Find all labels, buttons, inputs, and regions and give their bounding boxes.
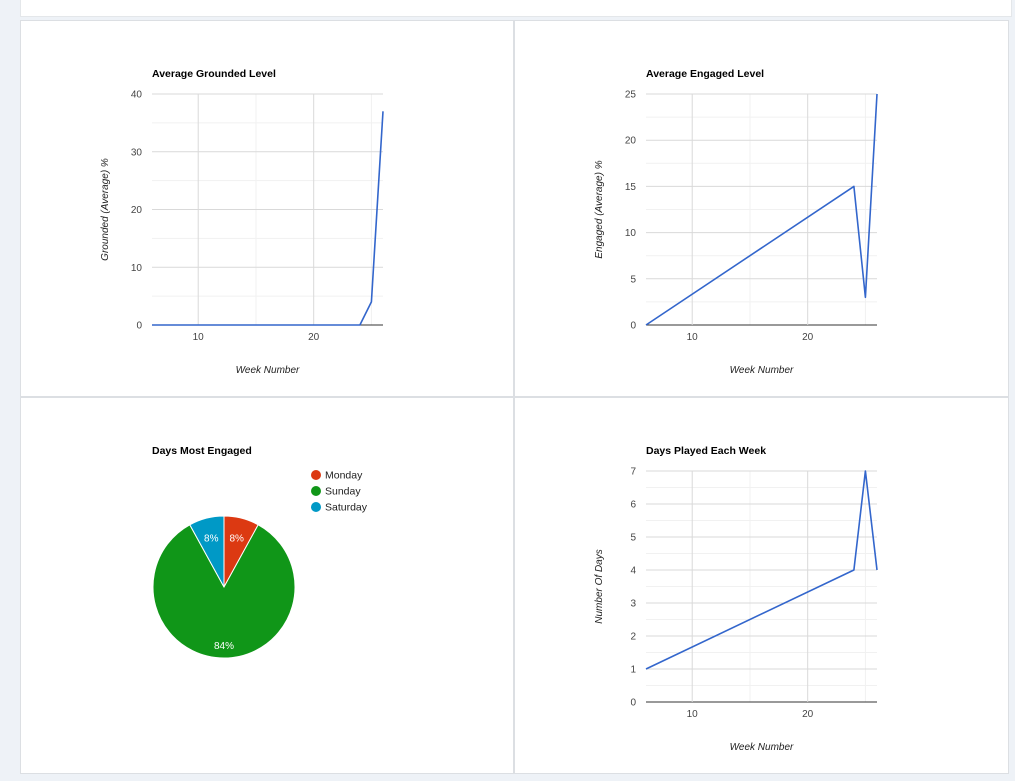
series-line	[152, 111, 384, 326]
panel-engaged: Average Engaged Level 0 5 10 15 20 25 10 20 Week …	[514, 20, 1009, 397]
days-played-line-chart: Days Played Each Week 0 1 2 3 4 5 6 7 10 20 Week Nu…	[594, 445, 878, 753]
x-tick-label: 20	[308, 332, 320, 343]
legend-marker-sunday	[311, 486, 321, 496]
y-tick-label: 10	[625, 228, 637, 239]
y-axis-title: Grounded (Average) %	[100, 158, 111, 261]
y-tick-label: 5	[630, 274, 636, 285]
y-axis-title: Number Of Days	[594, 549, 605, 623]
y-tick-label: 20	[131, 205, 143, 216]
legend-label-monday: Monday	[325, 470, 363, 482]
x-axis-title: Week Number	[236, 365, 300, 376]
x-axis-title: Week Number	[730, 365, 794, 376]
slice-label-saturday: 8%	[204, 533, 219, 544]
legend-marker-monday	[311, 470, 321, 480]
engaged-line-chart: Average Engaged Level 0 5 10 15 20 25 10 20 Week …	[594, 68, 878, 376]
y-tick-label: 5	[630, 533, 636, 544]
y-tick-label: 15	[625, 182, 637, 193]
top-strip	[20, 0, 1012, 17]
y-tick-label: 7	[630, 467, 636, 478]
panel-days-most-engaged: Days Most Engaged 8% 84% 8% Monday Sunday Satu…	[20, 397, 514, 774]
y-tick-label: 40	[131, 90, 143, 101]
y-tick-label: 2	[630, 632, 636, 643]
slice-label-monday: 8%	[229, 533, 244, 544]
y-tick-label: 25	[625, 90, 637, 101]
x-tick-label: 10	[687, 332, 699, 343]
series-line	[645, 470, 878, 670]
slice-label-sunday: 84%	[214, 641, 234, 652]
pie-slice-sunday	[152, 524, 296, 659]
x-tick-label: 10	[687, 709, 699, 720]
panel-grounded: Average Grounded Level 0 10 20 30 40 10 20 Week …	[20, 20, 514, 397]
y-tick-label: 4	[630, 566, 636, 577]
days-most-engaged-pie-chart: Days Most Engaged 8% 84% 8% Monday Sunday Satu…	[152, 445, 368, 659]
legend-label-saturday: Saturday	[325, 502, 368, 514]
y-tick-label: 0	[136, 321, 142, 332]
y-tick-label: 0	[630, 321, 636, 332]
y-tick-label: 20	[625, 136, 637, 147]
y-tick-label: 10	[131, 263, 143, 274]
x-tick-label: 20	[802, 332, 814, 343]
series-line	[645, 93, 878, 326]
y-tick-label: 30	[131, 147, 143, 158]
x-axis-title: Week Number	[730, 742, 794, 753]
grounded-line-chart: Average Grounded Level 0 10 20 30 40 10 20 Week …	[100, 68, 384, 376]
y-tick-label: 0	[630, 698, 636, 709]
panel-days-played: Days Played Each Week 0 1 2 3 4 5 6 7 10 20 Week Nu…	[514, 397, 1009, 774]
legend-label-sunday: Sunday	[325, 486, 361, 498]
y-tick-label: 1	[630, 665, 636, 676]
y-axis-title: Engaged (Average) %	[594, 160, 605, 258]
legend-marker-saturday	[311, 502, 321, 512]
chart-title: Days Most Engaged	[152, 445, 252, 457]
y-tick-label: 6	[630, 500, 636, 511]
chart-title: Days Played Each Week	[646, 445, 766, 457]
x-tick-label: 10	[193, 332, 205, 343]
pie-slice-saturday	[189, 515, 225, 588]
x-tick-label: 20	[802, 709, 814, 720]
chart-title: Average Grounded Level	[152, 68, 276, 80]
y-tick-label: 3	[630, 599, 636, 610]
chart-title: Average Engaged Level	[646, 68, 764, 80]
